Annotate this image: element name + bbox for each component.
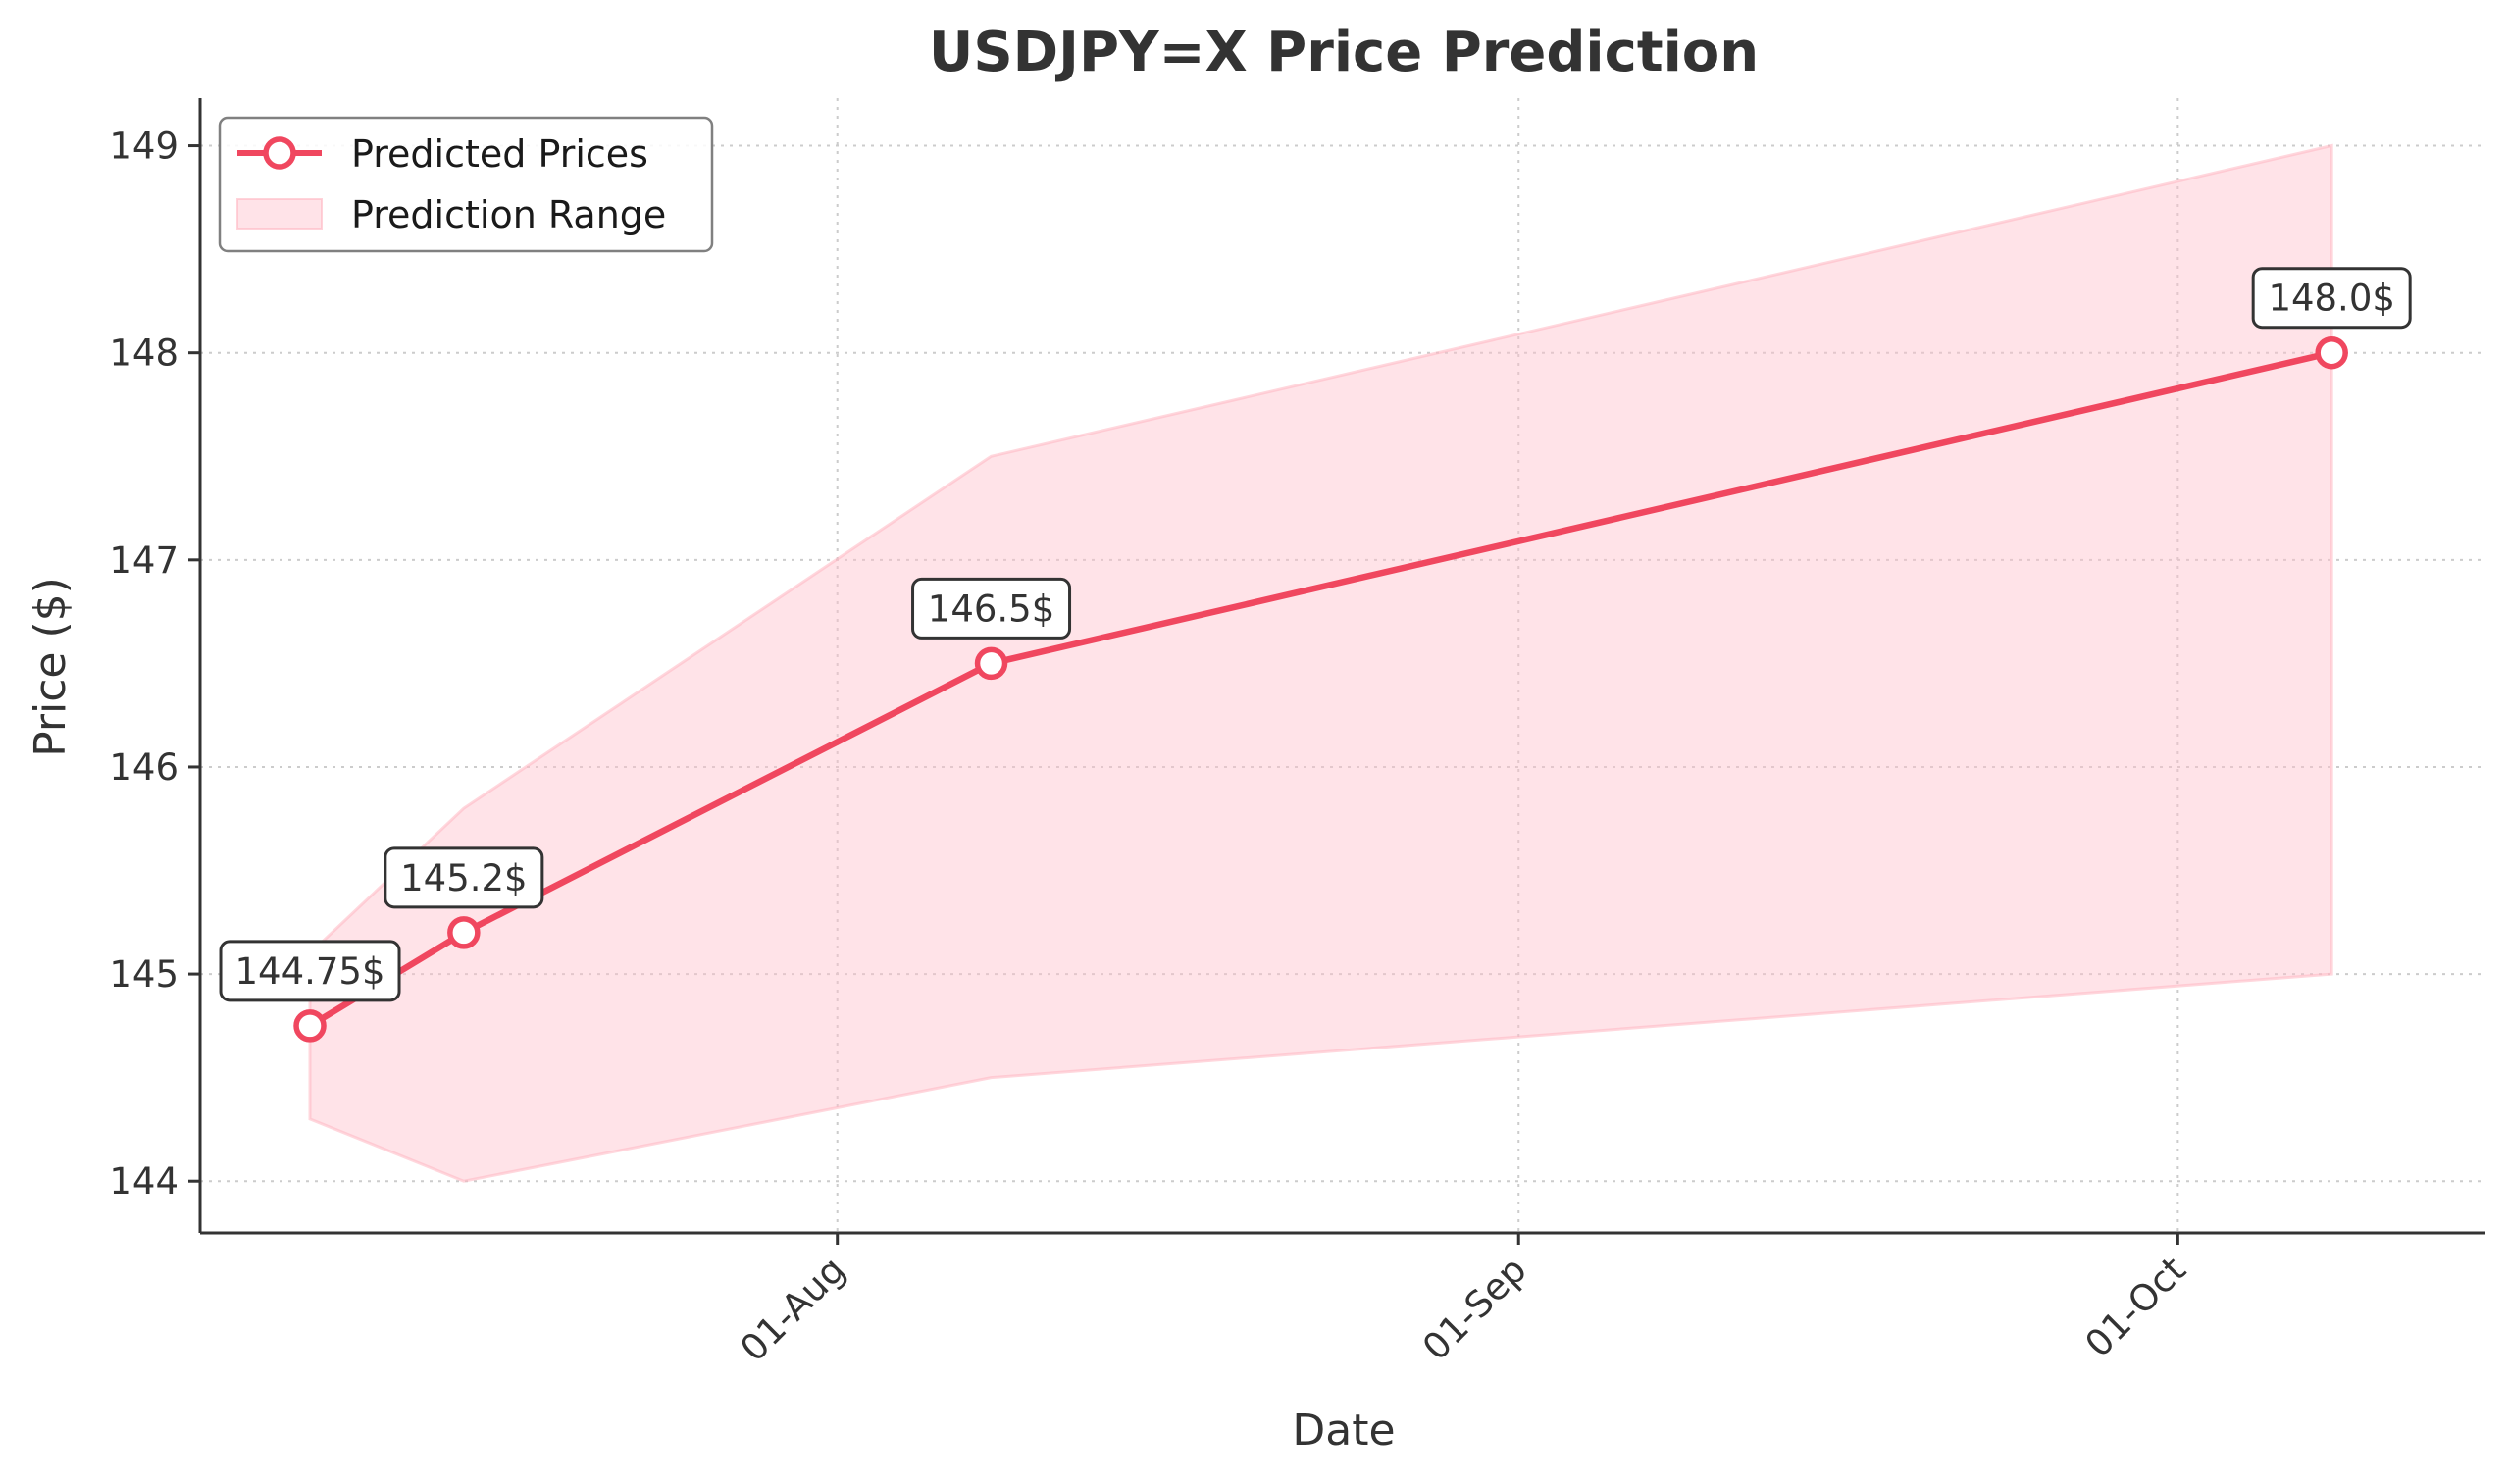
data-labels: 144.75$ 145.2$ 146.5$ 148.0$ <box>219 267 2412 1002</box>
legend-box <box>218 116 714 253</box>
data-label: 144.75$ <box>235 950 385 993</box>
axes <box>198 98 2485 1235</box>
y-tick-label: 144 <box>109 1160 179 1203</box>
legend-label-predicted-prices: Predicted Prices <box>351 132 648 176</box>
prediction-range-band <box>308 143 2333 1183</box>
data-label: 146.5$ <box>928 588 1054 630</box>
y-tick-label: 146 <box>109 746 179 789</box>
x-axis-ticks: 01-Aug 01-Sep 01-Oct <box>732 1233 2194 1370</box>
x-tick-label: 01-Sep <box>1414 1249 1534 1368</box>
legend-label-prediction-range: Prediction Range <box>351 193 666 236</box>
predicted-price-marker <box>447 916 481 949</box>
legend-marker-swatch <box>263 136 296 170</box>
data-label-box <box>2251 267 2412 330</box>
data-label: 145.2$ <box>400 857 527 899</box>
predicted-price-marker <box>293 1009 327 1043</box>
legend: Predicted Prices Prediction Range <box>218 116 714 253</box>
y-tick-label: 147 <box>109 539 179 582</box>
data-label-box <box>384 846 544 909</box>
x-axis-title: Date <box>1292 1406 1395 1456</box>
x-tick-label: 01-Aug <box>732 1249 853 1370</box>
x-tick-label: 01-Oct <box>2077 1249 2194 1365</box>
legend-band-swatch <box>236 198 323 230</box>
prediction-range-area <box>308 143 2333 1183</box>
y-axis-title: Price ($) <box>26 577 76 757</box>
data-label: 148.0$ <box>2268 278 2394 320</box>
predicted-price-marker <box>2315 335 2348 370</box>
data-label-box <box>219 940 401 1002</box>
data-label-box <box>911 577 1072 640</box>
chart-title: USDJPY=X Price Prediction <box>929 21 1759 84</box>
predicted-price-marker <box>974 646 1008 681</box>
y-axis-ticks: 144 145 146 147 148 149 <box>109 126 200 1203</box>
y-tick-label: 149 <box>109 126 179 168</box>
y-tick-label: 145 <box>109 953 179 996</box>
y-tick-label: 148 <box>109 333 179 375</box>
